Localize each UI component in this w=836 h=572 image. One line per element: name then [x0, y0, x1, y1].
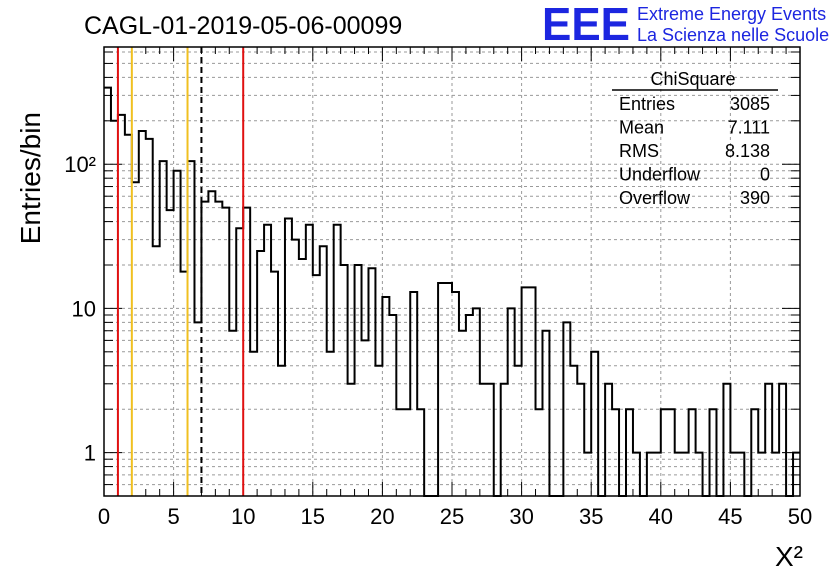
grid [104, 47, 800, 497]
x-tick-label: 50 [788, 504, 812, 529]
logo-line1: Extreme Energy Events [637, 4, 826, 24]
stats-label: Entries [619, 94, 675, 114]
x-tick-label: 40 [649, 504, 673, 529]
y-axis-title: Entries/bin [15, 112, 46, 244]
stats-label: Mean [619, 118, 664, 138]
x-tick-label: 0 [98, 504, 110, 529]
eee-logo: EEE [542, 0, 630, 50]
x-tick-label: 20 [370, 504, 394, 529]
stats-value: 8.138 [725, 141, 770, 161]
stats-value: 7.111 [728, 118, 770, 138]
y-tick-label: 10 [72, 296, 96, 321]
stats-label: RMS [619, 141, 659, 161]
stats-label: Underflow [619, 165, 701, 185]
x-axis-title: X² [775, 541, 803, 572]
cut-lines [116, 47, 245, 496]
stats-rows: Entries 3085 Mean 7.111 RMS 8.138 Underflow 0 Ov… [619, 94, 770, 208]
y-tick-label: 10² [64, 152, 96, 177]
x-tick-label: 5 [167, 504, 179, 529]
stats-label: Overflow [619, 188, 691, 208]
histogram-outline [104, 86, 800, 497]
x-tick-labels: 0 5 10 15 20 25 30 35 40 45 50 [98, 504, 812, 529]
x-tick-label: 15 [301, 504, 325, 529]
stats-value: 0 [760, 165, 770, 185]
stats-value: 3085 [730, 94, 770, 114]
y-tick-labels: 1 10 10² [64, 152, 96, 465]
y-tick-label: 1 [84, 441, 96, 466]
logo-line2: La Scienza nelle Scuole [637, 25, 829, 45]
stats-title: ChiSquare [650, 69, 735, 89]
plot-frame [103, 46, 801, 497]
stats-box: ChiSquare Entries 3085 Mean 7.111 RMS 8.138 Un… [612, 69, 778, 208]
x-tick-label: 35 [579, 504, 603, 529]
x-tick-label: 30 [509, 504, 533, 529]
chart-title: CAGL-01-2019-05-06-00099 [84, 12, 402, 40]
x-tick-label: 25 [440, 504, 464, 529]
stats-value: 390 [740, 188, 770, 208]
x-tick-label: 10 [231, 504, 255, 529]
x-tick-label: 45 [718, 504, 742, 529]
